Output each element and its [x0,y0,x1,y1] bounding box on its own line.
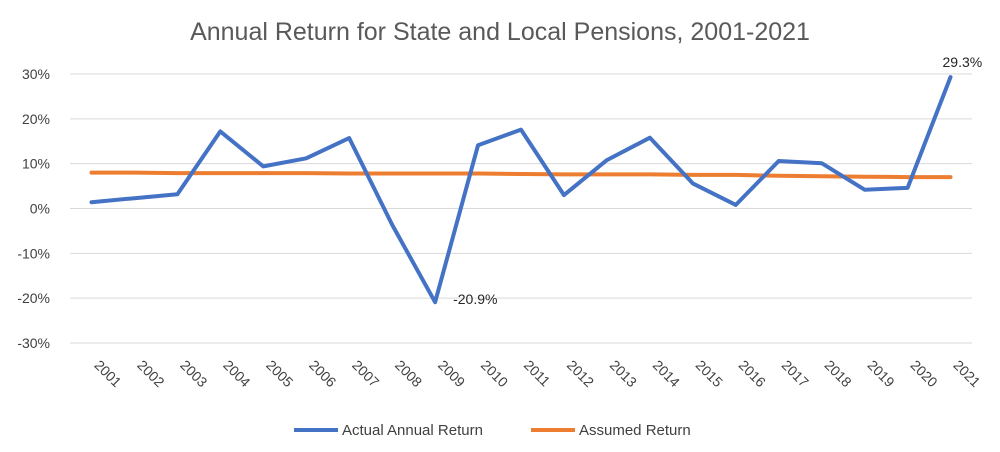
x-tick-label: 2001 [91,357,124,390]
y-tick-label: 30% [22,66,50,82]
x-tick-label: 2012 [564,357,597,390]
x-tick-label: 2004 [220,357,253,390]
x-tick-label: 2008 [392,357,425,390]
y-tick-label: 20% [22,111,50,127]
x-tick-label: 2014 [650,357,683,390]
x-tick-label: 2013 [607,357,640,390]
series-lines [89,75,953,305]
legend-label: Actual Annual Return [342,422,483,439]
x-tick-label: 2015 [693,357,726,390]
legend-label: Assumed Return [579,422,691,439]
y-axis-ticks: 30% 20% 10% 0% -10% -20% -30% [17,66,50,351]
series-line-actual [89,75,953,305]
x-tick-label: 2011 [521,357,554,390]
x-tick-label: 2009 [435,357,468,390]
legend-item-actual: Actual Annual Return [294,422,483,439]
x-tick-label: 2017 [779,357,812,390]
x-tick-label: 2021 [950,357,983,390]
data-label: -20.9% [453,291,497,307]
y-tick-label: -20% [17,290,50,306]
y-tick-label: 10% [22,156,50,172]
data-label: 29.3% [943,54,983,70]
y-tick-label: -10% [17,245,50,261]
y-tick-label: -30% [17,335,50,351]
gridlines [70,73,972,344]
legend-item-assumed: Assumed Return [531,422,691,439]
legend: Actual Annual Return Assumed Return [294,422,691,439]
x-tick-label: 2005 [263,357,296,390]
x-tick-label: 2003 [177,357,210,390]
chart-title: Annual Return for State and Local Pensio… [190,18,810,46]
x-axis-ticks: 2001 2002 2003 2004 2005 2006 2007 2008 2009 2010… [91,357,984,390]
x-tick-label: 2006 [306,357,339,390]
x-tick-label: 2018 [822,357,855,390]
x-tick-label: 2010 [478,357,511,390]
data-labels: 29.3% -20.9% [453,54,982,307]
x-tick-label: 2002 [134,357,167,390]
x-tick-label: 2016 [736,357,769,390]
x-tick-label: 2020 [907,357,940,390]
x-tick-label: 2019 [864,357,897,390]
y-tick-label: 0% [30,201,50,217]
x-tick-label: 2007 [349,357,382,390]
series-line-assumed [89,170,953,180]
